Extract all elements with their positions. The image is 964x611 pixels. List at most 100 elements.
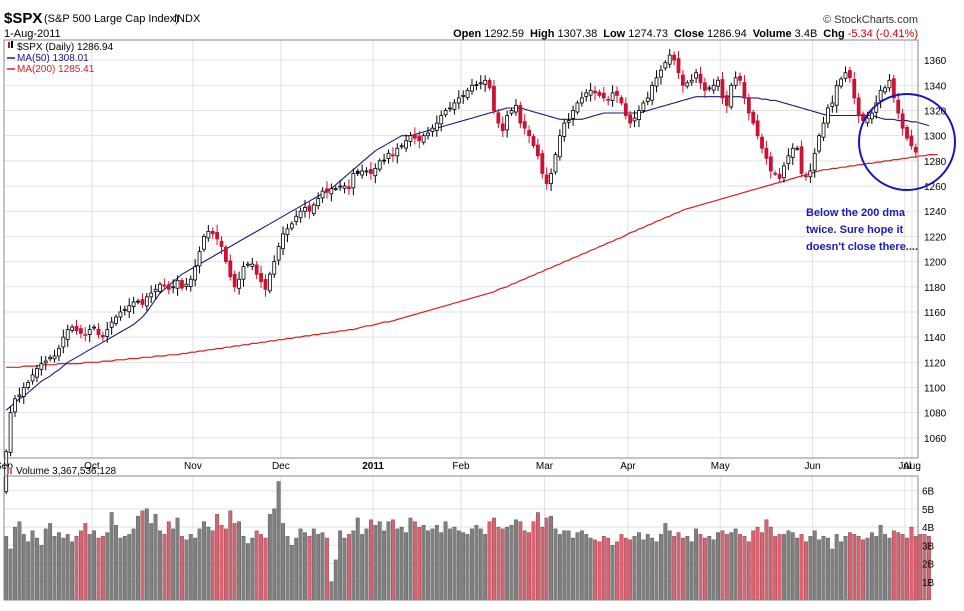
- volume-bar: [259, 534, 263, 601]
- candle-body: [597, 91, 602, 96]
- candle-body: [738, 75, 742, 81]
- candle-body: [852, 78, 857, 99]
- volume-bar: [878, 525, 883, 601]
- volume-bar: [298, 528, 303, 601]
- candle-body: [645, 97, 650, 102]
- price-panel-frame: [3, 39, 919, 459]
- candle-body: [87, 329, 92, 336]
- candle-body: [105, 329, 110, 337]
- candle-body: [74, 325, 79, 332]
- stat-label: Close: [674, 28, 704, 40]
- candle-body: [500, 123, 505, 132]
- candle-body: [887, 79, 892, 89]
- candle-body: [13, 398, 17, 413]
- volume-bar: [4, 536, 9, 601]
- candle-body: [474, 84, 479, 86]
- candle-body: [711, 84, 716, 91]
- volume-bar: [8, 548, 13, 601]
- volume-bar: [342, 537, 347, 601]
- volume-bar: [224, 528, 228, 601]
- candle-body: [571, 110, 575, 119]
- volume-tick-label: 2B: [922, 560, 935, 571]
- stat-label: Chg: [823, 28, 845, 40]
- candle-body: [632, 117, 637, 122]
- candle-body: [905, 126, 909, 139]
- volume-bar: [408, 517, 413, 601]
- candle-body: [615, 90, 619, 96]
- month-label: 2011: [362, 461, 384, 472]
- copyright-link[interactable]: © StockCharts.com: [823, 14, 918, 26]
- volume-bar: [465, 534, 470, 601]
- volume-bar: [434, 525, 439, 601]
- candle-body: [307, 205, 312, 212]
- volume-bar: [338, 530, 343, 601]
- volume-bar: [615, 541, 619, 601]
- volume-bar: [43, 528, 48, 601]
- volume-bar: [430, 528, 435, 601]
- candle-body: [259, 273, 263, 283]
- volume-bar: [412, 521, 417, 601]
- candle-body: [676, 58, 681, 74]
- candle-body: [70, 326, 75, 331]
- candle-body: [531, 136, 536, 147]
- candle-body: [303, 207, 307, 212]
- candle-body: [245, 263, 250, 266]
- volume-bar: [166, 521, 171, 601]
- volume-bar: [711, 539, 716, 601]
- month-label: Mar: [536, 461, 554, 472]
- volume-bar: [351, 530, 356, 601]
- candle-body: [386, 152, 391, 160]
- volume-bar: [557, 534, 562, 601]
- volume-bar: [382, 530, 386, 601]
- volume-bar: [729, 532, 734, 601]
- candle-body: [206, 230, 211, 239]
- volume-bar: [311, 528, 316, 601]
- candle-body: [492, 85, 496, 111]
- volume-bar: [316, 534, 321, 601]
- volume-bar: [355, 517, 360, 601]
- month-label: Sep: [0, 461, 13, 472]
- candle-body: [92, 326, 96, 329]
- volume-bar: [865, 537, 870, 601]
- candle-body: [364, 170, 369, 173]
- candle-body: [140, 299, 145, 305]
- candle-body: [878, 89, 883, 102]
- volume-bar: [320, 532, 325, 601]
- candle-body: [320, 190, 325, 199]
- volume-bar: [100, 536, 105, 601]
- volume-bar: [707, 536, 712, 601]
- volume-bar: [641, 539, 646, 601]
- volume-bar: [364, 528, 369, 601]
- price-tick-label: 1200: [924, 258, 947, 269]
- candle-body: [584, 92, 589, 97]
- candle-body: [869, 112, 874, 120]
- volume-bar: [694, 528, 698, 601]
- candle-body: [360, 170, 365, 176]
- volume-bar: [478, 528, 483, 601]
- volume-bar: [601, 536, 606, 601]
- candle-body: [404, 140, 408, 149]
- candle-body: [672, 54, 677, 61]
- volume-bar: [821, 536, 826, 601]
- candle-body: [338, 185, 343, 188]
- volume-bar: [448, 528, 452, 601]
- volume-bar: [92, 530, 96, 601]
- candle-body: [654, 77, 659, 87]
- volume-panel-frame: [3, 475, 919, 601]
- month-label: Aug: [903, 461, 921, 472]
- candle-body: [83, 334, 88, 337]
- candle-body: [26, 382, 31, 388]
- price-tick-label: 1060: [924, 434, 947, 445]
- candle-body: [241, 266, 246, 280]
- candle-body: [434, 122, 439, 131]
- stat-value: 1286.94: [706, 28, 747, 40]
- volume-bar: [439, 532, 444, 601]
- volume-bar: [452, 526, 457, 601]
- volume-bar: [474, 525, 479, 601]
- volume-bar: [659, 534, 663, 601]
- volume-bar: [610, 545, 615, 601]
- volume-bar: [676, 532, 681, 601]
- candle-body: [61, 336, 66, 348]
- volume-bar: [294, 537, 299, 601]
- candle-body: [685, 82, 690, 87]
